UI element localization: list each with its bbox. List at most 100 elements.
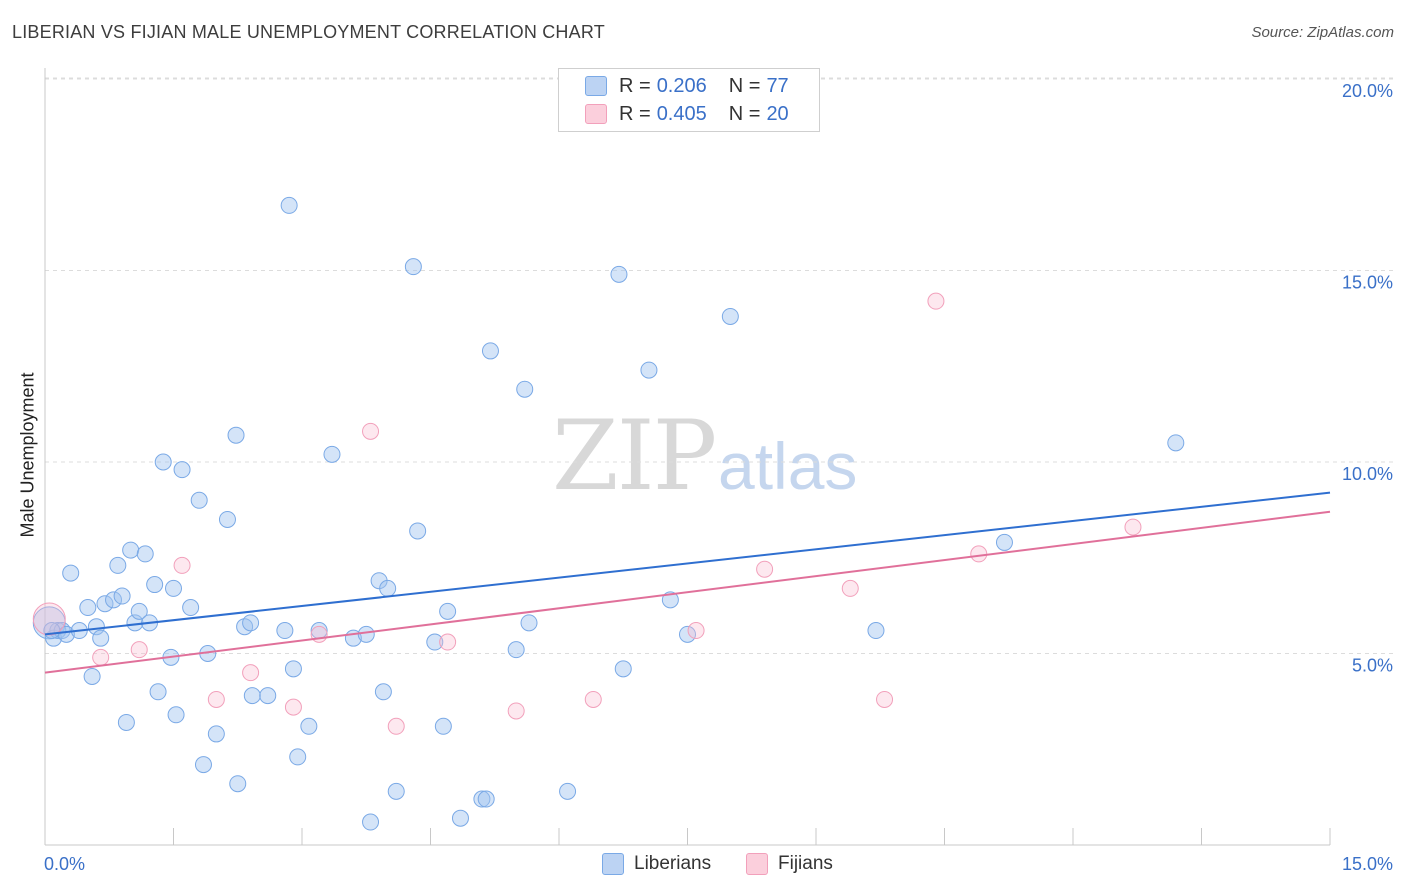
n-label: N =: [728, 102, 761, 125]
liberian-point: [280, 196, 298, 214]
y-tick-label: 10.0%: [1342, 464, 1393, 484]
liberian-point: [284, 660, 302, 678]
legend-row-fijians: R = 0.405 N = 20: [585, 101, 789, 127]
fijian-point: [387, 717, 405, 735]
liberian-point: [323, 445, 341, 463]
liberian-point: [451, 809, 469, 827]
liberian-point: [79, 599, 97, 617]
liberian-point: [167, 706, 185, 724]
liberian-point: [229, 775, 247, 793]
legend-row-liberians: R = 0.206 N = 77: [585, 73, 789, 99]
x-tick-label: 0.0%: [44, 854, 85, 874]
fijians-trend-line: [44, 510, 1331, 674]
liberian-point: [173, 461, 191, 479]
watermark-atlas: atlas: [718, 429, 858, 503]
chart-title: LIBERIAN VS FIJIAN MALE UNEMPLOYMENT COR…: [12, 22, 605, 42]
source-label: Source: ZipAtlas.com: [1251, 24, 1394, 41]
liberian-point: [614, 660, 632, 678]
r-label: R =: [619, 102, 651, 125]
liberian-point: [218, 510, 236, 528]
liberian-point: [721, 307, 739, 325]
liberian-point: [117, 713, 135, 731]
fijian-point: [584, 690, 602, 708]
liberian-point: [289, 748, 307, 766]
bottom-legend-liberians: Liberians: [602, 852, 711, 876]
fijian-point: [173, 556, 191, 574]
liberian-point: [473, 790, 491, 808]
liberian-point: [146, 576, 164, 594]
liberian-point: [362, 813, 380, 831]
r-value: 0.405: [656, 102, 707, 125]
liberian-point: [165, 579, 182, 597]
liberian-point: [122, 541, 140, 559]
fijian-point: [130, 641, 148, 659]
liberian-point: [387, 782, 405, 800]
liberian-point: [995, 533, 1013, 551]
fijian-point: [439, 633, 457, 651]
watermark-zip: ZIP: [552, 400, 717, 512]
fijians-legend-label: Fijians: [778, 853, 833, 874]
liberians-legend-swatch: [602, 853, 624, 875]
tick-label-layer: 5.0% 10.0% 15.0% 20.0% 0.0% 15.0%: [44, 81, 1393, 874]
y-tick-label: 15.0%: [1342, 273, 1393, 293]
liberian-point: [434, 717, 452, 735]
liberians-trend-line: [44, 491, 1331, 636]
liberian-point: [426, 633, 444, 651]
trend-layer: [44, 491, 1331, 674]
liberian-point: [409, 522, 427, 540]
liberian-point: [610, 265, 628, 283]
liberian-point: [227, 426, 245, 444]
y-axis-label: Male Unemployment: [17, 372, 38, 538]
fijian-point: [362, 422, 380, 440]
liberian-point: [357, 625, 375, 643]
fijian-point: [876, 690, 894, 708]
liberian-point: [640, 361, 658, 379]
fijian-point: [927, 292, 945, 310]
liberian-point: [1167, 434, 1185, 452]
fijian-point: [32, 602, 66, 636]
fijian-point: [841, 579, 859, 597]
axis-layer: [44, 68, 1331, 846]
liberian-point: [516, 380, 534, 398]
liberian-point: [130, 602, 148, 620]
fijian-point: [207, 690, 225, 708]
liberian-point: [182, 599, 200, 617]
x-tick-label: 15.0%: [1342, 854, 1393, 874]
liberian-point: [439, 602, 457, 620]
fijian-point: [284, 698, 302, 716]
liberians-legend-label: Liberians: [634, 853, 712, 874]
liberian-point: [154, 453, 172, 471]
liberian-point: [379, 579, 397, 597]
fijian-point: [507, 702, 525, 720]
liberian-point: [87, 618, 105, 636]
liberian-point: [190, 491, 208, 509]
r-value: 0.206: [656, 74, 707, 97]
liberian-point: [404, 258, 422, 276]
fijians-legend-swatch: [746, 853, 768, 875]
liberian-point: [477, 790, 495, 808]
liberian-point: [83, 667, 101, 685]
liberian-point: [96, 595, 114, 613]
liberian-point: [113, 587, 131, 605]
y-tick-label: 5.0%: [1352, 656, 1393, 676]
liberian-point: [867, 622, 885, 640]
liberian-point: [259, 687, 277, 705]
liberian-point: [207, 725, 225, 743]
liberian-point: [92, 629, 110, 647]
liberian-point: [194, 756, 212, 774]
liberian-point: [661, 591, 679, 609]
liberian-point: [559, 782, 577, 800]
fijian-point: [1124, 518, 1142, 536]
fijian-point: [242, 664, 260, 682]
liberian-point: [62, 564, 80, 582]
liberian-point: [374, 683, 392, 701]
fijian-point: [92, 648, 110, 666]
liberians-swatch: [585, 76, 607, 96]
liberian-point: [679, 625, 696, 643]
grid-layer: [45, 77, 1395, 654]
liberian-point: [243, 687, 261, 705]
fijian-point: [687, 622, 705, 640]
bottom-legend-fijians: Fijians: [746, 852, 833, 876]
fijian-point: [756, 560, 774, 578]
